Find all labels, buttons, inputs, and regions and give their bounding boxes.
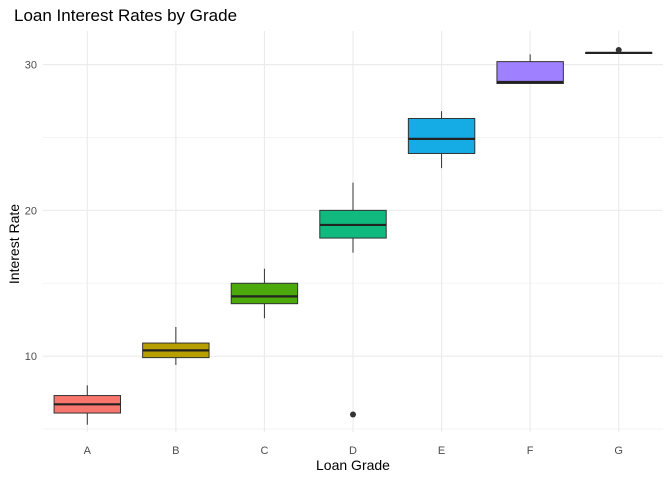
y-axis-title: Interest Rate [6,204,22,284]
iqr-box [230,282,299,305]
box-f [496,54,564,84]
iqr-box [496,61,564,84]
chart-title: Loan Interest Rates by Grade [14,6,237,25]
x-tick-label: E [438,445,445,457]
x-tick-label: A [84,445,92,457]
y-tick-label: 20 [25,205,37,217]
x-axis-ticks: A B C D E F G [84,445,623,457]
outlier-point [615,46,622,53]
box-c [230,268,299,319]
x-tick-label: F [527,445,534,457]
box-d [319,182,387,418]
x-tick-label: B [172,445,179,457]
box-g [585,46,653,54]
y-tick-label: 30 [25,60,37,72]
box-a [53,385,122,425]
box-e [407,111,476,169]
iqr-box [407,117,476,154]
x-axis-title: Loan Grade [316,457,390,473]
x-tick-label: G [614,445,623,457]
outlier-point [350,411,356,418]
y-axis-ticks: 10 20 30 [25,60,37,364]
y-tick-label: 10 [25,351,37,363]
x-tick-label: C [260,445,268,457]
x-tick-label: D [349,445,357,457]
boxes [53,46,653,425]
box-b [142,327,210,365]
